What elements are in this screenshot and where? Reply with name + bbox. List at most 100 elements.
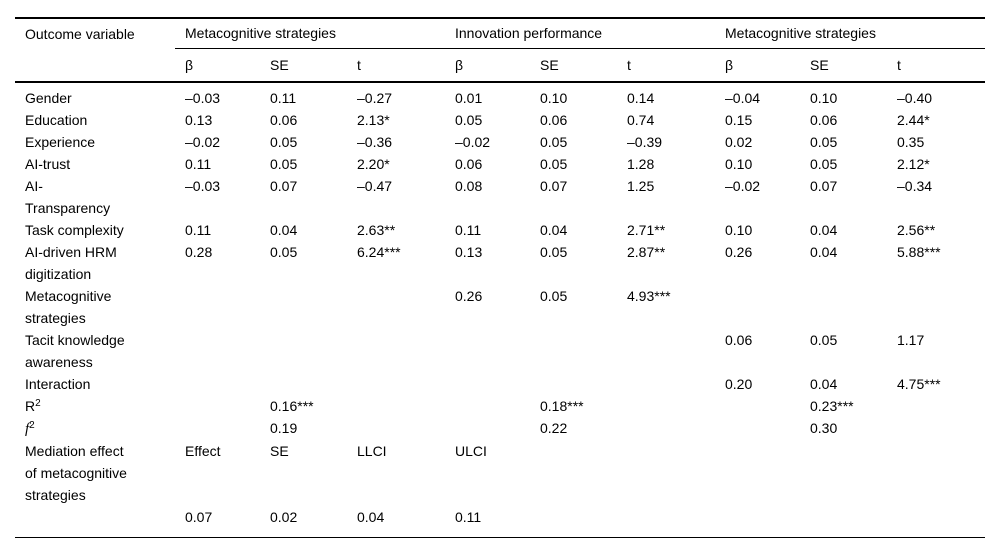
table-cell-r7-c3: 0.26: [455, 287, 483, 304]
table-cell-r7-c5: 4.93***: [627, 287, 671, 304]
table-cell-r11-c2: [347, 417, 445, 440]
table-cell-r0-c0: –0.03: [185, 89, 221, 106]
table-cell-r8-c0: [175, 329, 260, 373]
subheader-se-2: SE: [540, 56, 559, 73]
table-cell-r2-c2: –0.36: [357, 133, 393, 150]
table-cell-r8-c6: 0.06: [725, 331, 753, 348]
table-cell-r1-c4: 0.06: [540, 111, 568, 128]
table-cell-r5-c5: 2.71**: [627, 221, 666, 238]
table-cell-r12-c0: Effect: [185, 442, 221, 459]
table-cell-r11-c4: 0.22: [540, 419, 568, 436]
table-cell-r9-c1: [260, 373, 347, 395]
table-cell-r1-c3: 0.05: [455, 111, 483, 128]
table-cell-r11-c7: 0.30: [810, 419, 838, 436]
table-cell-r2-c5: –0.39: [627, 133, 663, 150]
table-cell-r4-c1: 0.07: [270, 177, 298, 194]
table-cell-r1-c5: 0.74: [627, 111, 655, 128]
table-top-rule: [15, 17, 985, 19]
subheader-empty: [15, 49, 175, 81]
table-cell-r12-c2: LLCI: [357, 442, 387, 459]
table-cell-r0-c7: 0.10: [810, 89, 838, 106]
table-cell-r12-c8: [887, 440, 985, 506]
table-cell-r13-c6: [715, 506, 800, 528]
row-label: Mediation effect of metacognitive strategi…: [25, 442, 127, 503]
table-cell-r4-c8: –0.34: [897, 177, 933, 194]
table-cell-r9-c8: 4.75***: [897, 375, 941, 392]
table-body: Gender –0.03 0.11 –0.27 0.01 0.10 0.14 –0.04 0.1…: [15, 83, 985, 537]
group-header-row: Outcome variable Metacognitive strategie…: [15, 19, 985, 49]
table-cell-r8-c3: [445, 329, 530, 373]
table-cell-r2-c3: –0.02: [455, 133, 491, 150]
table-cell-r5-c1: 0.04: [270, 221, 298, 238]
table-cell-r3-c2: 2.20*: [357, 155, 390, 172]
subheader-beta-2: β: [455, 56, 464, 73]
table-cell-r0-c8: –0.40: [897, 89, 933, 106]
table-cell-r7-c1: [260, 285, 347, 329]
row-label-base: f: [25, 420, 30, 437]
table-cell-r8-c7: 0.05: [810, 331, 838, 348]
table-cell-r9-c6: 0.20: [725, 375, 753, 392]
table-cell-r3-c7: 0.05: [810, 155, 838, 172]
table-cell-r7-c7: [800, 285, 887, 329]
table-cell-r7-c6: [715, 285, 800, 329]
table-cell-r13-c4: [530, 506, 617, 528]
table-cell-r3-c1: 0.05: [270, 155, 298, 172]
table-cell-r9-c3: [445, 373, 530, 395]
table-cell-r1-c2: 2.13*: [357, 111, 390, 128]
table-cell-r2-c4: 0.05: [540, 133, 568, 150]
table-cell-r0-c3: 0.01: [455, 89, 483, 106]
table-cell-r2-c1: 0.05: [270, 133, 298, 150]
table-cell-r9-c2: [347, 373, 445, 395]
table-cell-r11-c6: [715, 417, 800, 440]
table-cell-r10-c2: [347, 395, 445, 417]
table-cell-r8-c8: 1.17: [897, 331, 925, 348]
table-cell-r10-c7: 0.23***: [810, 397, 854, 414]
table-cell-r3-c4: 0.05: [540, 155, 568, 172]
table-cell-r5-c7: 0.04: [810, 221, 838, 238]
table-cell-r0-c4: 0.10: [540, 89, 568, 106]
table-cell-r13-c3: 0.11: [455, 508, 482, 525]
table-cell-r6-c0: 0.28: [185, 243, 213, 260]
table-cell-r0-c6: –0.04: [725, 89, 761, 106]
subheader-se-3: SE: [810, 56, 829, 73]
table-cell-r0-c1: 0.11: [270, 89, 297, 106]
table-cell-r12-c1: SE: [270, 442, 289, 459]
row-label: Interaction: [25, 375, 91, 392]
group-header-metacognitive-strategies-1: Metacognitive strategies: [175, 19, 445, 49]
table-cell-r3-c5: 1.28: [627, 155, 655, 172]
table-cell-r6-c8: 5.88***: [897, 243, 941, 260]
table-bottom-rule: [15, 536, 985, 538]
row-label: f2: [15, 417, 175, 440]
table-cell-r6-c7: 0.04: [810, 243, 838, 260]
table-cell-r6-c2: 6.24***: [357, 243, 401, 260]
table-cell-r5-c8: 2.56**: [897, 221, 936, 238]
table-cell-r4-c0: –0.03: [185, 177, 221, 194]
row-label-superscript: 2: [29, 419, 35, 431]
outcome-variable-header: Outcome variable: [25, 25, 135, 42]
table-cell-r0-c5: 0.14: [627, 89, 655, 106]
table-cell-r2-c7: 0.05: [810, 133, 838, 150]
table-cell-r1-c0: 0.13: [185, 111, 213, 128]
subheader-row: β SE t β SE t β SE t: [15, 49, 985, 83]
table-cell-r12-c7: [800, 440, 887, 506]
row-label: AI-driven HRM digitization: [25, 243, 117, 282]
table-cell-r8-c1: [260, 329, 347, 373]
table-cell-r5-c0: 0.11: [185, 221, 212, 238]
table-cell-r10-c0: [175, 395, 260, 417]
table-cell-r6-c1: 0.05: [270, 243, 298, 260]
table-cell-r10-c4: 0.18***: [540, 397, 584, 414]
row-label: Metacognitive strategies: [25, 287, 112, 326]
row-label-superscript: 2: [35, 397, 41, 409]
table-cell-r3-c8: 2.12*: [897, 155, 930, 172]
table-cell-r9-c7: 0.04: [810, 375, 838, 392]
table-cell-r8-c2: [347, 329, 445, 373]
table-cell-r7-c0: [175, 285, 260, 329]
table-cell-r13-c5: [617, 506, 715, 528]
table-cell-r11-c0: [175, 417, 260, 440]
subheader-beta-1: β: [185, 56, 194, 73]
table-cell-r9-c5: [617, 373, 715, 395]
table-cell-r13-c2: 0.04: [357, 508, 385, 525]
row-label: Task complexity: [25, 221, 124, 238]
table-cell-r2-c0: –0.02: [185, 133, 221, 150]
table-cell-r13-c7: [800, 506, 887, 528]
